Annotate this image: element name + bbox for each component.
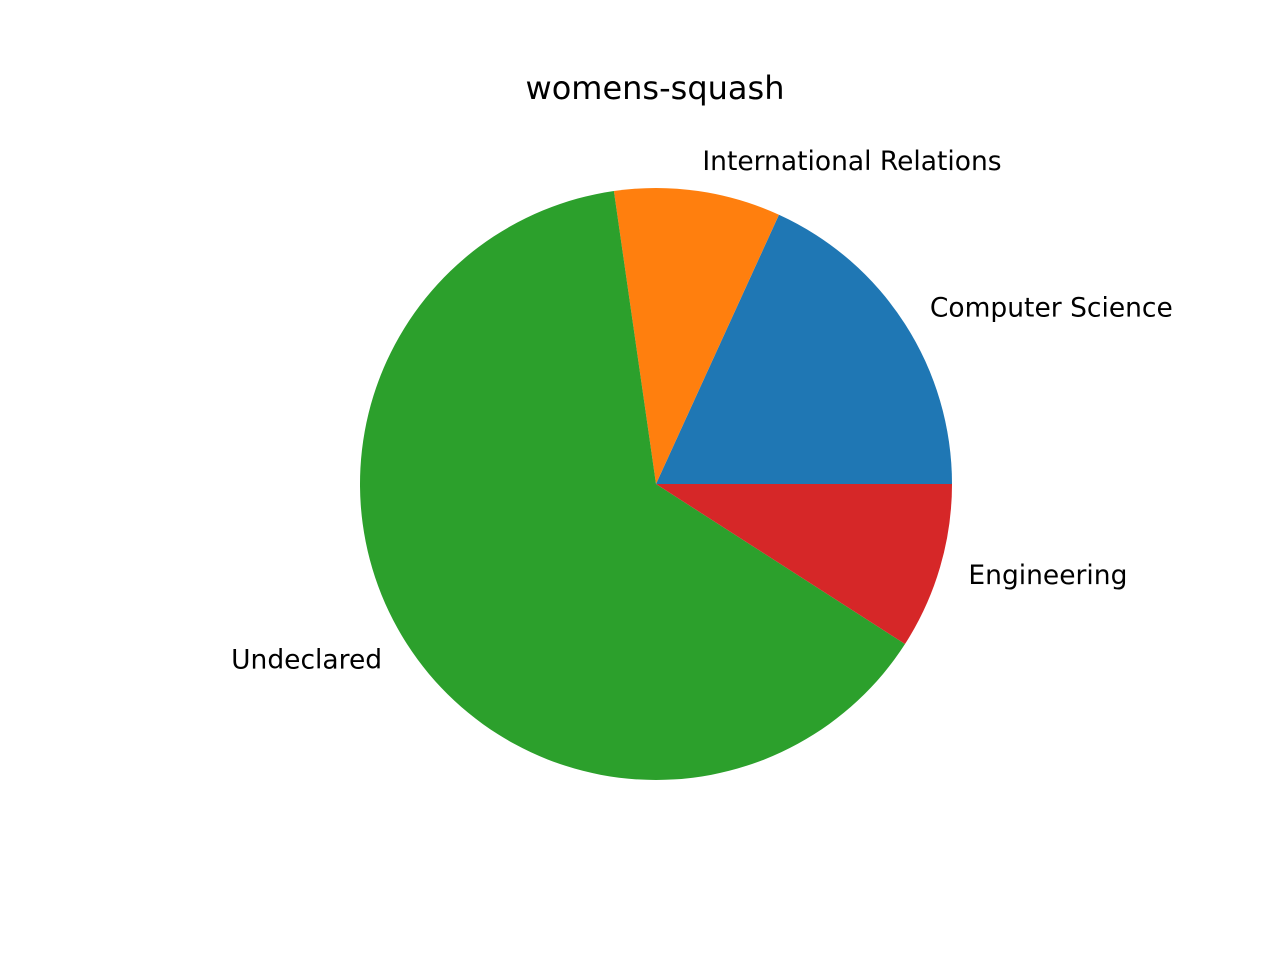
pie-label-international-relations: International Relations [702,146,1001,177]
pie-slice-computer-science [656,214,953,484]
chart-title: womens-squash [526,69,785,107]
pie-label-undeclared: Undeclared [231,645,382,676]
pie-label-computer-science: Computer Science [930,292,1173,323]
pie-label-engineering: Engineering [968,560,1127,591]
pie-labels: Computer Science International Relations U… [231,146,1173,675]
pie-slice-undeclared [359,191,906,781]
pie-slice-international-relations [613,188,779,484]
pie-slice-engineering [656,484,952,645]
pie-slices [359,188,953,781]
